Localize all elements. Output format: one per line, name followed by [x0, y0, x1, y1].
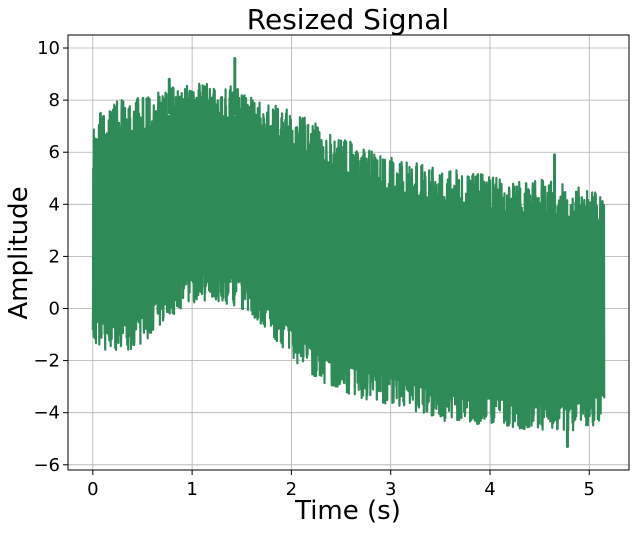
y-axis-label: Amplitude	[4, 186, 34, 319]
y-axis: −6 −4 −2 0 2 4 6 8 10	[33, 38, 68, 476]
y-tick-label: 2	[49, 246, 60, 267]
y-tick-label: 4	[49, 194, 60, 215]
x-tick-label: 2	[286, 479, 297, 500]
y-tick-label: −6	[33, 455, 60, 476]
signal-line	[91, 82, 606, 432]
chart-title: Resized Signal	[247, 3, 449, 36]
x-tick-label: 4	[484, 479, 495, 500]
series-layer	[91, 56, 606, 449]
x-tick-label: 1	[186, 479, 197, 500]
y-tick-label: 0	[49, 299, 60, 320]
y-tick-label: −4	[33, 403, 60, 424]
y-tick-label: 6	[49, 142, 60, 163]
y-tick-label: 10	[37, 38, 60, 59]
y-tick-label: −2	[33, 351, 60, 372]
x-axis-label: Time (s)	[294, 496, 401, 526]
x-tick-label: 3	[385, 479, 396, 500]
x-tick-label: 5	[584, 479, 595, 500]
plot-area-border	[67, 34, 630, 471]
y-tick-label: 8	[49, 90, 60, 111]
x-axis: 0 1 2 3 4 5	[87, 470, 595, 500]
x-tick-label: 0	[87, 479, 98, 500]
